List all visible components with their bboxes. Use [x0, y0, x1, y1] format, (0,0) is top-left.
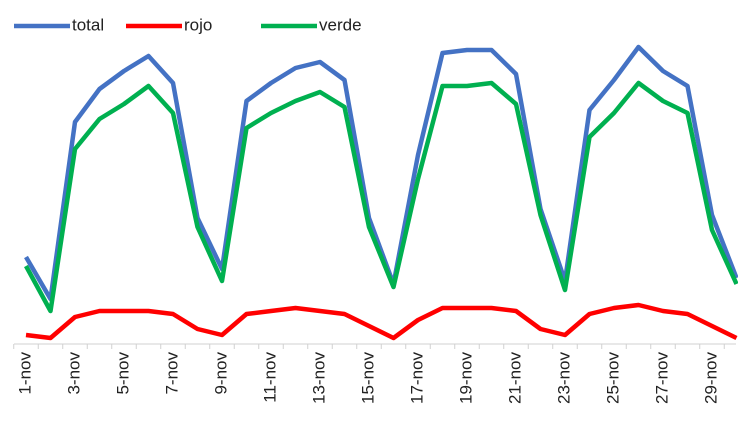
x-tick-label: 19-nov	[456, 352, 475, 404]
line-series	[24, 80, 738, 314]
x-tick-label: 5-nov	[113, 352, 132, 395]
legend-label: verde	[319, 15, 362, 34]
x-tick-label: 15-nov	[358, 352, 377, 404]
x-tick-label: 23-nov	[554, 352, 573, 404]
x-tick-label: 27-nov	[652, 352, 671, 404]
x-tick-label: 9-nov	[211, 352, 230, 395]
legend-label: rojo	[184, 15, 212, 34]
legend-label: total	[72, 15, 104, 34]
x-tick-label: 3-nov	[64, 352, 83, 395]
x-tick-label: 29-nov	[701, 352, 720, 404]
line-series	[24, 44, 738, 302]
line-series	[25, 302, 738, 341]
x-tick-label: 25-nov	[603, 352, 622, 404]
x-tick-label: 1-nov	[15, 352, 34, 395]
x-tick-label: 13-nov	[309, 352, 328, 404]
x-tick-label: 11-nov	[260, 352, 279, 403]
x-tick-label: 17-nov	[407, 352, 426, 404]
x-tick-label: 21-nov	[505, 352, 524, 404]
x-tick-label: 7-nov	[162, 352, 181, 395]
